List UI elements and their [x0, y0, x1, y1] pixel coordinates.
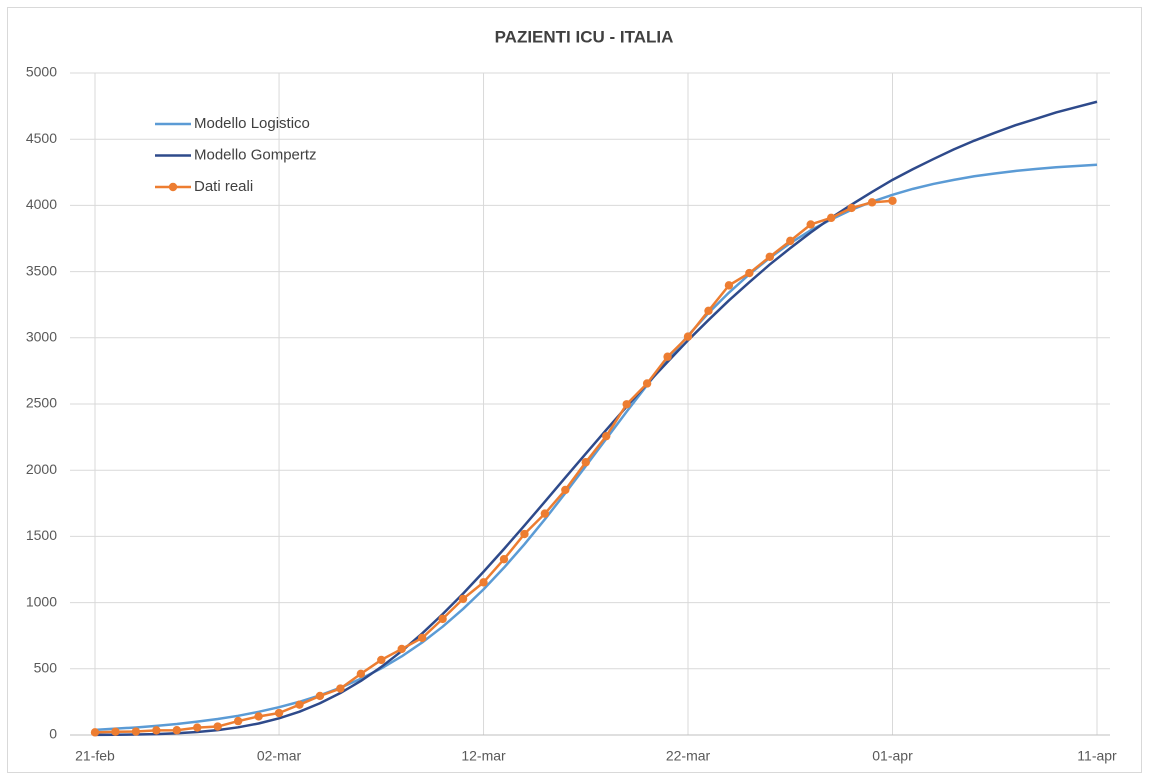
data-point [295, 700, 304, 709]
y-tick-label: 2000 [26, 461, 57, 477]
data-point [786, 236, 795, 246]
y-tick-label: 0 [49, 726, 57, 742]
line-series [94, 100, 1098, 737]
data-point [397, 644, 406, 654]
data-point [479, 578, 488, 587]
x-tick-label: 12-mar [461, 748, 506, 764]
y-tick-label: 4000 [26, 196, 57, 212]
data-point [315, 691, 325, 701]
data-point [561, 485, 570, 495]
data-point [213, 722, 222, 731]
data-point [683, 332, 693, 341]
data-point [806, 220, 815, 229]
y-tick-label: 3500 [26, 262, 57, 278]
data-point [704, 306, 713, 315]
data-point [867, 198, 877, 207]
data-point [90, 728, 100, 737]
data-point [642, 379, 652, 388]
x-tick-label: 21-feb [75, 748, 115, 764]
x-tick-label: 01-apr [872, 748, 913, 764]
data-point [152, 726, 161, 735]
y-tick-label: 500 [34, 660, 58, 676]
data-point [193, 723, 202, 732]
y-tick-label: 1500 [26, 527, 57, 543]
y-tick-label: 5000 [26, 64, 57, 80]
y-tick-label: 2500 [26, 395, 57, 411]
data-point [622, 400, 631, 409]
y-tick-label: 3000 [26, 329, 57, 345]
data-point [499, 554, 509, 564]
data-point [111, 727, 120, 736]
data-point [663, 352, 672, 361]
data-point [274, 708, 284, 718]
data-point [377, 655, 386, 665]
data-point [131, 727, 141, 736]
y-tick-label: 4500 [26, 130, 57, 146]
data-point [540, 509, 550, 518]
data-point [826, 213, 836, 223]
data-point [724, 281, 734, 290]
data-point [847, 203, 856, 213]
data-point [765, 252, 775, 261]
data-point [233, 716, 243, 726]
legend-marker [168, 182, 178, 192]
y-tick-label: 1000 [26, 593, 57, 609]
line-series [94, 199, 893, 734]
data-point [745, 268, 754, 278]
x-tick-label: 11-apr [1077, 748, 1117, 764]
data-point [336, 684, 345, 693]
legend-label: Modello Gompertz [194, 146, 317, 163]
data-point [458, 594, 468, 604]
chart-border [7, 7, 1142, 773]
x-tick-label: 22-mar [666, 748, 711, 764]
data-point [417, 633, 427, 643]
data-point [581, 458, 590, 467]
data-point [520, 529, 529, 539]
data-point [438, 614, 447, 624]
data-point [888, 196, 897, 205]
data-point [172, 726, 181, 735]
chart-title: PAZIENTI ICU - ITALIA [495, 27, 674, 46]
x-tick-label: 02-mar [257, 748, 302, 764]
data-point [356, 669, 366, 679]
legend-label: Modello Logistico [194, 115, 310, 132]
data-point [602, 431, 611, 441]
legend-label: Dati reali [194, 178, 253, 195]
line-series [94, 163, 1098, 732]
data-point [254, 712, 263, 721]
